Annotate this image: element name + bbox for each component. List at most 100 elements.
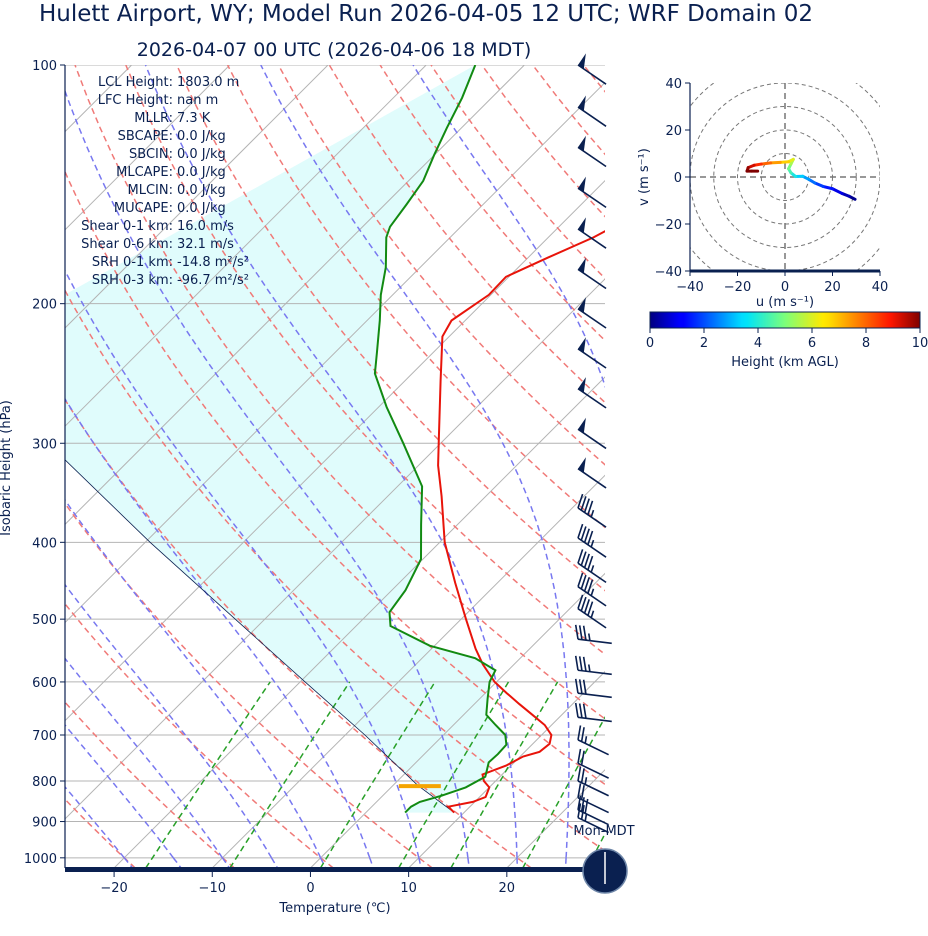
barb-staff [577,638,612,645]
wind-barb [577,572,607,607]
colorbar-tick-label: 8 [862,336,870,351]
barb-pennant [578,257,586,274]
barb-feather [574,655,579,671]
dry-adiabat [481,65,605,218]
barb-feather [583,577,590,592]
stat-label: SRH 0-3 km: [92,273,173,288]
hodo-y-tick-label: −20 [655,218,682,233]
wind-barb [577,297,607,329]
barb-staff [577,187,607,209]
moist-adiabat [65,498,322,859]
wind-barb [577,803,609,834]
barb-feather [583,498,590,513]
moist-adiabat [221,857,230,868]
barb-feather [578,679,583,694]
isotherm [113,376,605,868]
y-tick-label: 900 [32,816,57,831]
moist-adiabat [65,88,469,858]
x-tick-label: −10 [199,881,226,896]
colorbar-tick-label: 4 [754,336,762,351]
dry-adiabat [328,65,605,404]
barb-staff [577,268,607,290]
barb-feather [580,496,587,511]
moist-adiabat [65,723,174,859]
clock-label: Mon-MDT [573,824,634,839]
barb-feather [583,599,590,614]
dry-adiabat [65,398,532,868]
isotherm [506,769,605,868]
barb-feather [574,678,579,694]
wind-barb [577,337,607,369]
wind-barb [577,217,607,249]
colorbar-ticks: 0 2 4 6 8 10 [646,328,928,351]
wind-barb [577,523,607,558]
barb-feather [577,795,582,811]
barb-feather [587,530,594,546]
dry-adiabat [532,65,605,156]
dry-adiabat [65,700,235,868]
hodograph-x-axis-label: u (m s⁻¹) [756,295,814,310]
hodograph-segment [813,181,825,188]
colorbar [649,311,921,329]
barb-half-feather [590,539,595,548]
barb-feather [580,551,587,566]
isotherm [65,278,605,820]
barb-feather [578,703,583,718]
stat-label: LCL Height: [98,75,173,90]
barb-feather [587,555,594,571]
barb-half-feather [587,664,591,672]
colorbar-tick-label: 10 [912,336,928,351]
dry-adiabat [176,65,605,592]
isotherm [211,474,605,868]
barb-feather [574,624,579,640]
hodo-x-tick-label: 40 [872,280,889,295]
barb-feather [577,572,584,587]
barb-half-feather [590,509,595,518]
dry-adiabat [65,288,605,852]
stat-value: 16.0 m/s [177,219,234,234]
temperature-line [437,230,605,814]
y-tick-label: 700 [32,729,57,744]
barb-pennant [578,53,586,69]
stat-value: -14.8 m²/s² [177,255,249,270]
wind-barb [577,493,607,528]
barb-staff [577,562,607,584]
barb-pennant [578,135,586,152]
stat-value: 7.3 K [177,111,211,126]
barb-feather [580,526,587,541]
barb-feather [578,656,583,671]
isotherm [65,81,605,624]
barb-feather [582,703,587,719]
barb-pennant [578,457,586,473]
stat-label: LFC Height: [98,93,173,108]
barb-feather [580,574,587,590]
stat-label: MLCAPE: [116,165,173,180]
dewpoint-line [373,65,508,814]
barb-feather [574,702,579,718]
barb-feather [580,727,585,742]
barb-half-feather [590,610,595,618]
hodograph-axes: −40 −20 0 20 40 −40 −20 0 20 40 [655,77,889,295]
moist-adiabat [412,65,605,389]
wind-barb [577,135,607,168]
isotherm [65,65,231,231]
barb-half-feather [590,565,595,573]
hodo-y-tick-label: 0 [674,171,682,186]
skewt-plot-area [65,65,730,868]
barb-staff [577,228,607,249]
colorbar-tick-label: 2 [700,336,708,351]
parcel-path [65,459,455,813]
skewt-x-axis-label: Temperature (℃) [278,901,390,916]
moist-adiabat [65,269,420,858]
barb-feather [577,523,584,539]
barb-feather [587,579,594,594]
moist-adiabat [614,65,724,858]
mixing-ratio-line [635,682,730,868]
barb-staff [577,388,607,409]
hodograph-segment [831,187,844,195]
wind-barb [577,748,609,779]
barb-staff [577,716,612,723]
barb-staff [577,507,607,528]
stat-label: SBCAPE: [118,129,173,144]
colorbar-tick-label: 0 [646,336,654,351]
